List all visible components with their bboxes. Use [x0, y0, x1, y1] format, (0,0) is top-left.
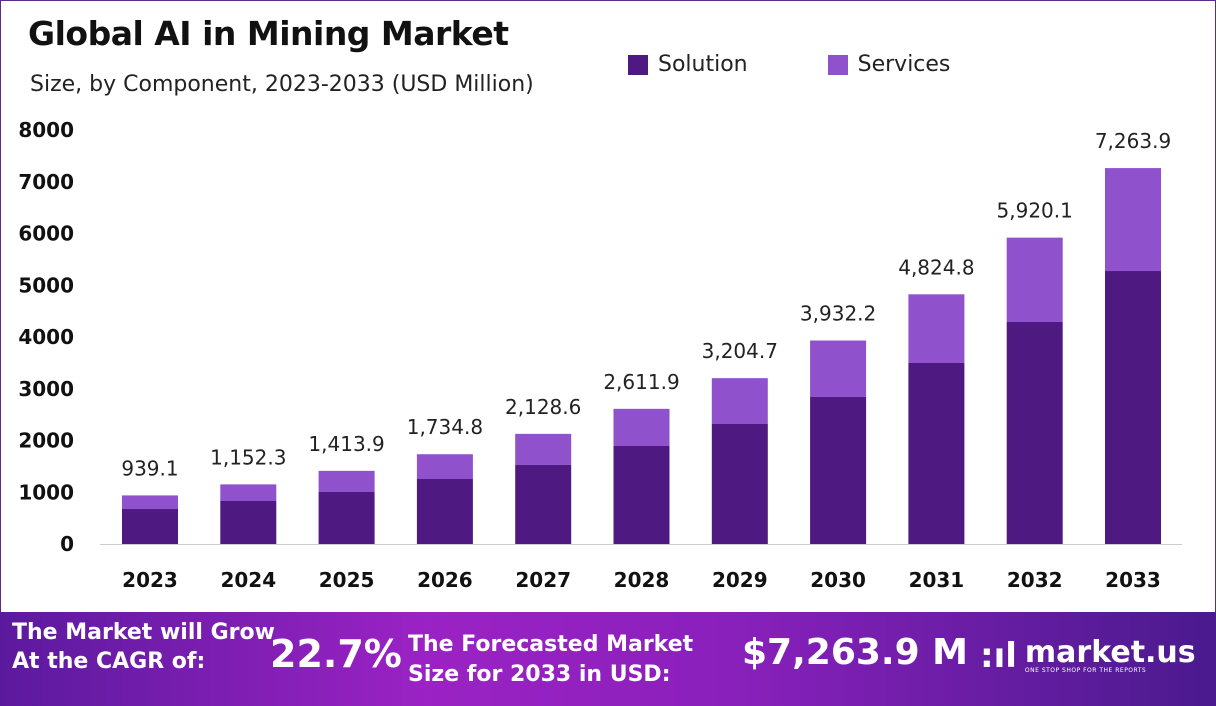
cagr-caption-line2: At the CAGR of:: [12, 649, 206, 674]
bar-services-2024: [220, 484, 277, 501]
cagr-value: 22.7%: [270, 632, 402, 676]
bar-solution-2029: [711, 423, 768, 544]
bar-services-2030: [810, 340, 867, 397]
y-tick-label: 2000: [18, 429, 74, 453]
y-tick-label: 8000: [18, 118, 74, 142]
bar-solution-2031: [908, 362, 965, 544]
legend-label-solution: Solution: [658, 52, 748, 77]
bar-services-2023: [122, 495, 178, 510]
forecast-caption: The Forecasted Market Size for 2033 in U…: [408, 630, 693, 690]
data-label-total: 3,932.2: [800, 302, 876, 326]
legend-swatch-services: [827, 54, 848, 75]
market-us-logo: :ıl market.us ONE STOP SHOP FOR THE REPO…: [980, 636, 1196, 676]
data-label-total: 7,263.9: [1095, 129, 1171, 153]
bar-solution-2033: [1105, 271, 1161, 544]
bar-solution-2023: [122, 509, 178, 544]
y-tick-label: 6000: [18, 222, 74, 246]
bar-services-2032: [1006, 237, 1063, 322]
x-tick-label: 2025: [319, 568, 375, 592]
bar-services-2029: [711, 378, 768, 424]
chart-title: Global AI in Mining Market: [28, 14, 509, 53]
cagr-caption-line1: The Market will Grow: [12, 620, 275, 645]
bar-services-2028: [613, 408, 670, 446]
y-tick-label: 7000: [18, 170, 74, 194]
legend-swatch-solution: [628, 54, 648, 75]
bar-solution-2025: [318, 491, 375, 544]
legend-label-services: Services: [857, 52, 951, 77]
y-tick-label: 1000: [18, 480, 74, 504]
bar-solution-2028: [613, 445, 670, 544]
y-tick-label: 3000: [18, 377, 74, 401]
y-tick-label: 5000: [18, 273, 74, 297]
bar-solution-2024: [220, 500, 277, 544]
data-label-total: 1,734.8: [407, 415, 483, 439]
y-tick-label: 4000: [18, 325, 74, 349]
x-tick-label: 2031: [909, 568, 965, 592]
x-tick-label: 2024: [220, 568, 276, 592]
bar-services-2026: [416, 454, 473, 480]
forecast-caption-line2: Size for 2033 in USD:: [408, 662, 671, 687]
data-label-total: 5,920.1: [997, 199, 1073, 223]
bar-services-2033: [1105, 168, 1161, 272]
data-label-total: 4,824.8: [898, 255, 974, 279]
data-label-total: 2,128.6: [505, 395, 581, 419]
cagr-caption: The Market will Grow At the CAGR of:: [12, 618, 275, 676]
legend-item-services: Services: [827, 52, 951, 77]
x-tick-label: 2026: [417, 568, 473, 592]
bar-services-2031: [908, 294, 965, 363]
forecast-caption-line1: The Forecasted Market: [408, 632, 694, 657]
data-label-total: 939.1: [121, 456, 178, 480]
bar-chart: 0 1000 2000 3000 4000 5000 6000 7000 8000 939.1 2…: [18, 118, 1182, 592]
y-axis: 0 1000 2000 3000 4000 5000 6000 7000 8000: [18, 118, 74, 556]
logo-text: market.us: [1024, 634, 1196, 670]
legend: Solution Services: [628, 52, 950, 77]
data-label-total: 1,413.9: [308, 432, 384, 456]
data-label-total: 3,204.7: [702, 339, 778, 363]
legend-item-solution: Solution: [628, 52, 748, 77]
data-label-total: 2,611.9: [603, 370, 679, 394]
data-label-total: 1,152.3: [210, 445, 286, 469]
x-tick-label: 2027: [515, 568, 571, 592]
x-tick-label: 2029: [712, 568, 768, 592]
y-tick-label: 0: [60, 532, 74, 556]
chart-subtitle: Size, by Component, 2023-2033 (USD Milli…: [30, 72, 534, 97]
footer-banner: The Market will Grow At the CAGR of: 22.…: [0, 612, 1216, 706]
logo-icon: :ıl: [980, 636, 1017, 676]
x-tick-label: 2023: [122, 568, 178, 592]
forecast-value: $7,263.9 M: [742, 632, 969, 673]
x-tick-label: 2030: [810, 568, 866, 592]
bar-solution-2027: [515, 464, 572, 544]
logo-tagline: ONE STOP SHOP FOR THE REPORTS: [1024, 666, 1147, 674]
bar-solution-2026: [416, 479, 473, 544]
bar-services-2025: [318, 470, 375, 492]
bar-solution-2030: [810, 396, 867, 544]
x-tick-label: 2033: [1105, 568, 1161, 592]
bar-services-2027: [515, 433, 572, 465]
bar-solution-2032: [1006, 321, 1063, 544]
x-tick-label: 2032: [1007, 568, 1063, 592]
x-tick-label: 2028: [614, 568, 670, 592]
bars: 939.1 2023 1,152.3 2024 1,413.9 2025 1,734.8 20…: [121, 129, 1171, 592]
